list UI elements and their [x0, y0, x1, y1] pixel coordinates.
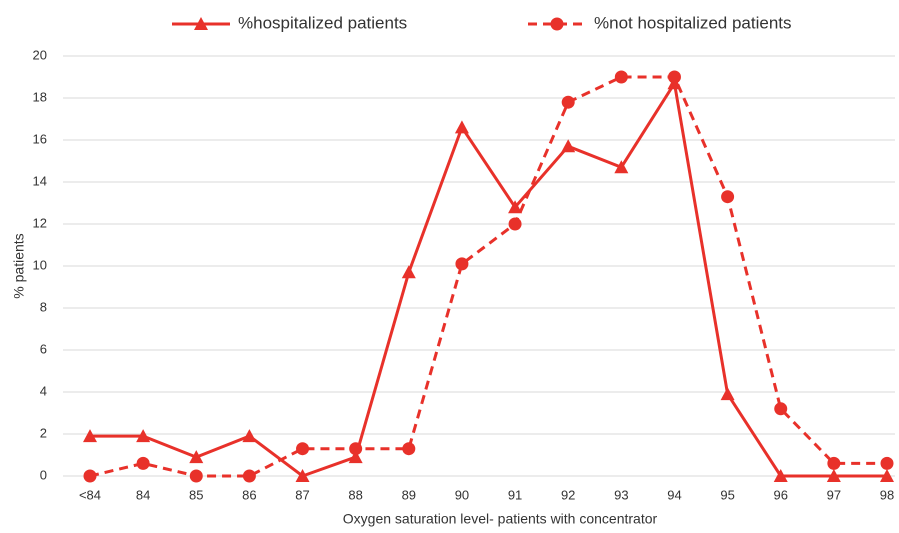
point-marker [242, 469, 256, 483]
point-marker [773, 469, 788, 482]
x-tick-label: 94 [667, 487, 681, 502]
point-marker [348, 450, 363, 464]
point-marker [614, 160, 629, 174]
point-marker [508, 200, 523, 214]
point-marker [136, 429, 151, 443]
legend-marker [194, 17, 208, 30]
x-tick-label: 88 [348, 487, 362, 502]
y-tick-label: 12 [33, 215, 47, 230]
x-tick-label: 90 [455, 487, 469, 502]
x-tick-label: 91 [508, 487, 522, 502]
point-marker [614, 70, 628, 84]
point-marker [295, 469, 310, 482]
x-tick-label: 89 [402, 487, 416, 502]
y-tick-label: 4 [40, 383, 47, 398]
y-tick-label: 16 [33, 131, 47, 146]
point-marker [401, 265, 416, 279]
legend-label: %hospitalized patients [238, 13, 407, 32]
point-marker [83, 469, 97, 483]
point-marker [561, 95, 575, 109]
point-marker [827, 456, 841, 470]
point-marker [880, 456, 894, 470]
x-tick-label: 98 [880, 487, 894, 502]
point-marker [721, 190, 735, 204]
y-tick-label: 2 [40, 425, 47, 440]
x-tick-label: 85 [189, 487, 203, 502]
x-tick-label: 95 [720, 487, 734, 502]
x-tick-label: 87 [295, 487, 309, 502]
point-marker [667, 70, 681, 84]
point-marker [83, 429, 97, 443]
series-line [90, 79, 887, 478]
y-axis-title: % patients [11, 233, 27, 298]
y-tick-label: 10 [33, 257, 47, 272]
point-marker [720, 387, 735, 401]
legend-label: %not hospitalized patients [594, 13, 792, 32]
y-tick-label: 14 [33, 173, 47, 188]
point-marker [402, 442, 416, 456]
point-marker [296, 442, 310, 456]
x-tick-label: <84 [79, 487, 101, 502]
point-marker [826, 469, 841, 482]
point-marker [454, 120, 469, 134]
point-marker [136, 456, 150, 470]
point-marker [455, 257, 469, 271]
y-tick-label: 18 [33, 89, 47, 104]
point-marker [561, 139, 576, 153]
point-marker [880, 469, 894, 482]
x-tick-label: 86 [242, 487, 256, 502]
point-marker [774, 402, 788, 416]
y-tick-label: 6 [40, 341, 47, 356]
x-tick-label: 84 [136, 487, 150, 502]
series-line [89, 75, 887, 478]
point-marker [349, 442, 363, 456]
x-tick-label: 93 [614, 487, 628, 502]
y-tick-label: 0 [40, 467, 47, 482]
x-axis-title: Oxygen saturation level- patients with c… [343, 511, 658, 527]
point-marker [242, 429, 257, 443]
point-marker [189, 469, 203, 483]
legend-marker [550, 17, 564, 31]
point-marker [189, 450, 204, 464]
x-tick-label: 92 [561, 487, 575, 502]
y-tick-label: 8 [40, 299, 47, 314]
x-tick-label: 97 [827, 487, 841, 502]
point-marker [508, 217, 522, 231]
y-tick-label: 20 [33, 47, 47, 62]
x-tick-label: 96 [773, 487, 787, 502]
